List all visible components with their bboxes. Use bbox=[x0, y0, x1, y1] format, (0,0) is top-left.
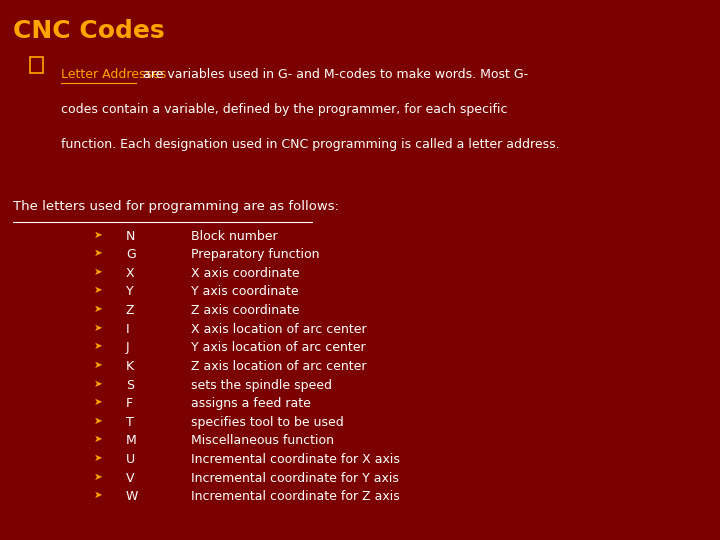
Text: J: J bbox=[126, 341, 130, 354]
Text: ➤: ➤ bbox=[94, 230, 102, 240]
Text: Incremental coordinate for Z axis: Incremental coordinate for Z axis bbox=[191, 490, 400, 503]
Text: ➤: ➤ bbox=[94, 267, 102, 277]
Bar bbox=[30, 57, 43, 73]
Text: Y: Y bbox=[126, 286, 134, 299]
Text: ➤: ➤ bbox=[94, 304, 102, 314]
Text: Incremental coordinate for Y axis: Incremental coordinate for Y axis bbox=[191, 472, 399, 485]
Text: ➤: ➤ bbox=[94, 341, 102, 352]
Text: codes contain a variable, defined by the programmer, for each specific: codes contain a variable, defined by the… bbox=[61, 103, 508, 116]
Text: N: N bbox=[126, 230, 135, 242]
Text: Miscellaneous function: Miscellaneous function bbox=[191, 435, 334, 448]
Text: sets the spindle speed: sets the spindle speed bbox=[191, 379, 332, 392]
Text: W: W bbox=[126, 490, 138, 503]
Text: Y axis coordinate: Y axis coordinate bbox=[191, 286, 298, 299]
Text: are variables used in G- and M-codes to make words. Most G-: are variables used in G- and M-codes to … bbox=[139, 68, 528, 80]
Text: ➤: ➤ bbox=[94, 379, 102, 389]
Text: specifies tool to be used: specifies tool to be used bbox=[191, 416, 343, 429]
Text: ➤: ➤ bbox=[94, 416, 102, 426]
Text: K: K bbox=[126, 360, 134, 373]
Text: Y axis location of arc center: Y axis location of arc center bbox=[191, 341, 366, 354]
Text: X axis coordinate: X axis coordinate bbox=[191, 267, 300, 280]
Text: Z axis location of arc center: Z axis location of arc center bbox=[191, 360, 366, 373]
Text: Z: Z bbox=[126, 304, 135, 317]
Text: assigns a feed rate: assigns a feed rate bbox=[191, 397, 310, 410]
Text: U: U bbox=[126, 453, 135, 466]
Text: X axis location of arc center: X axis location of arc center bbox=[191, 322, 366, 336]
Text: ➤: ➤ bbox=[94, 248, 102, 258]
Text: G: G bbox=[126, 248, 136, 261]
Text: T: T bbox=[126, 416, 134, 429]
Text: Block number: Block number bbox=[191, 230, 277, 242]
Text: F: F bbox=[126, 397, 133, 410]
Text: ➤: ➤ bbox=[94, 472, 102, 482]
Text: S: S bbox=[126, 379, 134, 392]
Text: Letter Addresses: Letter Addresses bbox=[61, 68, 166, 80]
Text: ➤: ➤ bbox=[94, 322, 102, 333]
Text: Z axis coordinate: Z axis coordinate bbox=[191, 304, 300, 317]
Text: X: X bbox=[126, 267, 135, 280]
Text: ➤: ➤ bbox=[94, 453, 102, 463]
Text: Preparatory function: Preparatory function bbox=[191, 248, 319, 261]
Text: I: I bbox=[126, 322, 130, 336]
Text: ➤: ➤ bbox=[94, 286, 102, 295]
Text: The letters used for programming are as follows:: The letters used for programming are as … bbox=[13, 200, 339, 213]
Text: ➤: ➤ bbox=[94, 435, 102, 444]
Text: ➤: ➤ bbox=[94, 397, 102, 407]
Text: V: V bbox=[126, 472, 135, 485]
Text: function. Each designation used in CNC programming is called a letter address.: function. Each designation used in CNC p… bbox=[61, 138, 560, 151]
Text: Incremental coordinate for X axis: Incremental coordinate for X axis bbox=[191, 453, 400, 466]
Text: ➤: ➤ bbox=[94, 490, 102, 501]
Text: M: M bbox=[126, 435, 137, 448]
Text: CNC Codes: CNC Codes bbox=[13, 19, 165, 43]
Text: ➤: ➤ bbox=[94, 360, 102, 370]
